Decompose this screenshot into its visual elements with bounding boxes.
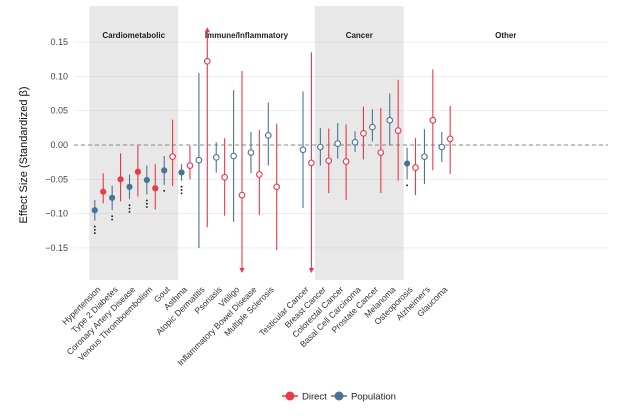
y-tick-label-6: 0.15 <box>50 37 68 47</box>
sig-dot-coronary-artery-disease-1 <box>128 207 131 210</box>
sig-dot-venous-thromboembolism-0 <box>145 199 148 202</box>
direct-point-inflammatory-bowel-disease <box>256 171 263 178</box>
group-bands: Cardiometabolic Immune/Inflammatory Cancer… <box>89 6 516 280</box>
legend-label-population: Population <box>351 392 396 403</box>
population-point-melanoma <box>386 116 394 124</box>
y-tick-label-5: 0.10 <box>50 71 68 81</box>
y-tick-label-0: −0.15 <box>45 243 68 253</box>
y-tick-label-4: 0.05 <box>50 106 68 116</box>
population-point-hypertension <box>91 207 98 214</box>
population-point-psoriasis <box>212 154 220 161</box>
population-point-gout <box>161 167 168 174</box>
direct-point-hypertension <box>100 188 107 195</box>
group-band-cardiometabolic <box>89 6 179 280</box>
series-layer <box>91 27 454 273</box>
direct-point-psoriasis <box>221 173 228 181</box>
sig-dot-venous-thromboembolism-1 <box>145 202 148 205</box>
sig-dot-type-2-diabetes-0 <box>111 215 114 218</box>
group-label-other: Other <box>495 31 516 40</box>
direct-point-glaucoma <box>446 135 454 143</box>
sig-dot-coronary-artery-disease-2 <box>128 210 131 213</box>
sig-dot-venous-thromboembolism-2 <box>145 206 148 208</box>
direct-point-asthma <box>186 162 194 169</box>
direct-point-colorectal-cancer <box>342 158 350 165</box>
legend-item-population: Population <box>331 391 396 403</box>
population-point-asthma <box>178 169 185 176</box>
direct-arrow-down-testicular-cancer <box>308 268 314 273</box>
population-point-coronary-artery-disease <box>126 183 133 190</box>
legend: Direct Population <box>282 391 396 403</box>
sig-dot-coronary-artery-disease-0 <box>128 204 131 207</box>
sig-dot-asthma-2 <box>180 192 183 195</box>
legend-label-direct: Direct <box>302 392 327 403</box>
population-point-type-2-diabetes <box>109 194 116 201</box>
population-point-venous-thromboembolism <box>143 176 150 184</box>
sig-dot-asthma-0 <box>180 185 183 188</box>
group-band-cancer <box>314 6 404 280</box>
sig-dot-asthma-1 <box>180 189 183 191</box>
sig-dot-hypertension-2 <box>93 232 96 235</box>
legend-item-direct: Direct <box>282 391 327 403</box>
sig-dot-type-2-diabetes-1 <box>111 218 114 221</box>
population-point-basal-cell-carcinoma <box>351 138 359 146</box>
direct-arrow-down-vitiligo <box>239 268 245 273</box>
y-axis-ticks: −0.15 −0.10 −0.05 0.00 0.05 0.10 0.15 <box>45 37 68 253</box>
population-point-vitiligo <box>230 152 237 160</box>
y-axis-title: Effect Size (Standardized β) <box>18 87 30 224</box>
group-label-immune-inflammatory: Immune/Inflammatory <box>205 31 289 40</box>
group-label-cardiometabolic: Cardiometabolic <box>102 31 165 40</box>
population-point-colorectal-cancer <box>334 140 342 147</box>
direct-point-coronary-artery-disease <box>134 168 141 175</box>
y-tick-label-2: −0.05 <box>45 174 68 184</box>
direct-point-breast-cancer <box>325 157 333 165</box>
sig-dot-hypertension-0 <box>93 225 96 228</box>
population-point-osteoporosis <box>404 160 411 167</box>
population-point-atopic-dermatitis <box>195 156 203 164</box>
population-point-breast-cancer <box>317 143 324 151</box>
sig-dot-hypertension-1 <box>93 228 96 231</box>
direct-point-alzheimer-s <box>429 116 437 124</box>
population-point-alzheimer-s <box>421 153 428 161</box>
direct-point-osteoporosis <box>412 164 419 172</box>
sig-dot-osteoporosis-0 <box>406 184 409 187</box>
direct-arrow-up-atopic-dermatitis <box>204 27 210 33</box>
direct-point-multiple-sclerosis <box>273 183 281 191</box>
y-tick-label-3: 0.00 <box>50 140 68 150</box>
population-point-testicular-cancer <box>299 146 307 154</box>
group-label-cancer: Cancer <box>346 31 373 40</box>
population-point-multiple-sclerosis <box>264 132 272 139</box>
direct-point-gout <box>169 153 176 161</box>
population-point-prostate-cancer <box>369 123 376 131</box>
direct-point-vitiligo <box>238 191 246 199</box>
significance-dots <box>93 184 409 235</box>
population-point-glaucoma <box>438 143 446 151</box>
direct-point-type-2-diabetes <box>117 176 124 183</box>
direct-point-venous-thromboembolism <box>152 185 159 192</box>
direct-point-basal-cell-carcinoma <box>360 129 367 137</box>
direct-point-prostate-cancer <box>377 149 385 156</box>
direct-point-atopic-dermatitis <box>203 57 211 65</box>
y-tick-label-1: −0.10 <box>45 209 68 219</box>
population-point-inflammatory-bowel-disease <box>247 149 255 156</box>
direct-point-testicular-cancer <box>308 159 315 167</box>
direct-point-melanoma <box>394 127 402 134</box>
sig-dot-gout-0 <box>163 189 166 192</box>
